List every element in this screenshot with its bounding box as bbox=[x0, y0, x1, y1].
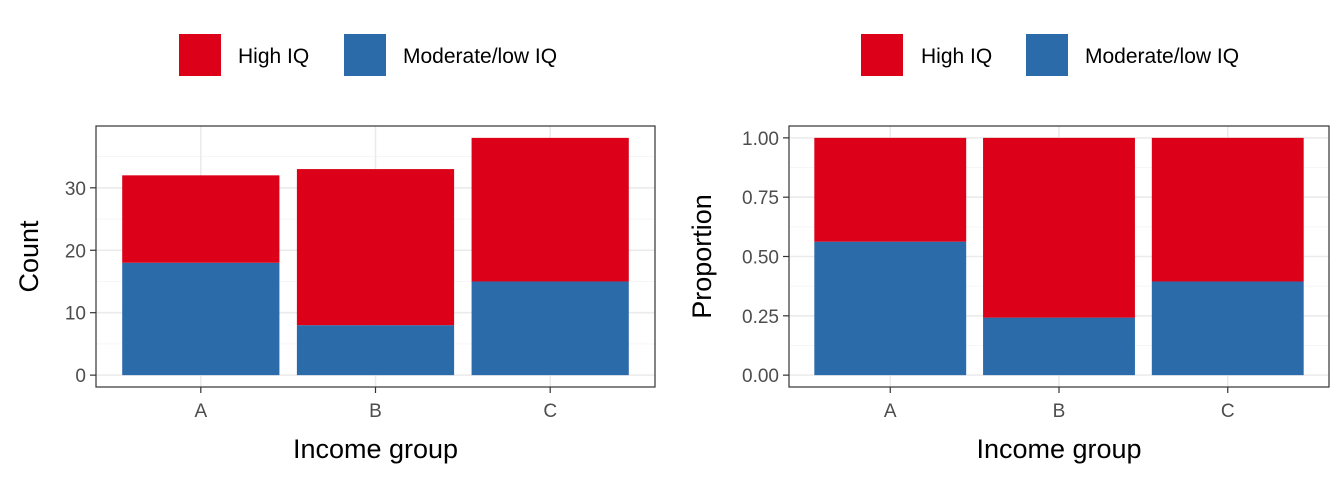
x-tick-label: B bbox=[369, 401, 382, 422]
bar-moderate-low-iq-c bbox=[471, 281, 629, 376]
y-axis-title: Count bbox=[14, 220, 44, 293]
axes: 0 10 20 30 A B C bbox=[65, 179, 557, 422]
legend-label-moderate-low-iq: Moderate/low IQ bbox=[403, 45, 557, 68]
legend-label-high-iq: High IQ bbox=[921, 45, 992, 68]
legend-swatch-high-iq bbox=[861, 34, 903, 76]
y-tick-label: 0 bbox=[75, 366, 86, 387]
legend: High IQ Moderate/low IQ bbox=[179, 34, 557, 76]
legend: High IQ Moderate/low IQ bbox=[861, 34, 1239, 76]
y-tick-label: 1.00 bbox=[742, 129, 779, 150]
axes: 0.00 0.25 0.50 0.75 1.00 A B C bbox=[742, 129, 1235, 422]
x-tick-label: C bbox=[543, 401, 557, 422]
y-tick-label: 30 bbox=[65, 179, 86, 200]
x-axis-title: Income group bbox=[976, 434, 1141, 464]
legend-label-moderate-low-iq: Moderate/low IQ bbox=[1085, 45, 1239, 68]
legend-swatch-high-iq bbox=[179, 34, 221, 76]
bar-moderate-low-iq-b bbox=[983, 317, 1135, 376]
bar-moderate-low-iq-b bbox=[296, 325, 455, 376]
proportion-chart: High IQ Moderate/low IQ 0.00 0.25 0.50 0.75… bbox=[687, 34, 1330, 464]
x-tick-label: C bbox=[1221, 401, 1235, 422]
x-tick-label: A bbox=[194, 401, 207, 422]
legend-swatch-moderate-low-iq bbox=[1026, 34, 1068, 76]
bars bbox=[814, 137, 1304, 376]
y-tick-label: 0.50 bbox=[742, 248, 779, 269]
y-axis-title: Proportion bbox=[687, 194, 717, 319]
bar-moderate-low-iq-a bbox=[122, 262, 280, 376]
y-tick-label: 0.00 bbox=[742, 366, 779, 387]
x-axis-title: Income group bbox=[293, 434, 458, 464]
bar-high-iq-b bbox=[983, 137, 1135, 318]
bar-high-iq-a bbox=[122, 175, 280, 263]
legend-swatch-moderate-low-iq bbox=[344, 34, 386, 76]
bars bbox=[122, 137, 629, 376]
y-tick-label: 0.25 bbox=[742, 307, 779, 328]
y-tick-label: 10 bbox=[65, 304, 86, 325]
y-tick-label: 0.75 bbox=[742, 188, 779, 209]
x-tick-label: B bbox=[1053, 401, 1066, 422]
legend-label-high-iq: High IQ bbox=[238, 45, 309, 68]
bar-high-iq-c bbox=[1151, 137, 1304, 282]
y-tick-label: 20 bbox=[65, 241, 86, 262]
bar-moderate-low-iq-c bbox=[1151, 281, 1304, 376]
bar-high-iq-c bbox=[471, 137, 629, 282]
bar-high-iq-a bbox=[814, 137, 967, 242]
bar-high-iq-b bbox=[296, 169, 455, 326]
count-chart: High IQ Moderate/low IQ 0 10 20 30 A B C Incom… bbox=[14, 34, 656, 464]
bar-moderate-low-iq-a bbox=[814, 241, 967, 376]
x-tick-label: A bbox=[884, 401, 897, 422]
